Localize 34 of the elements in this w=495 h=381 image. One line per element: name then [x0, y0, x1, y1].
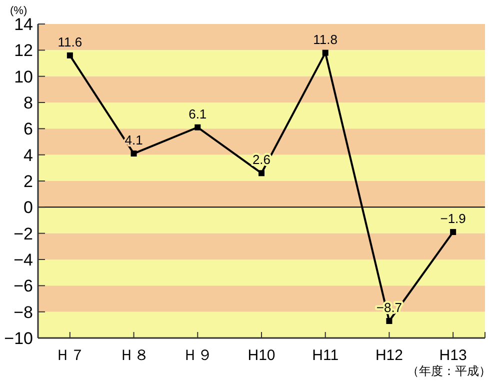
point: [450, 229, 456, 236]
y-tick-label: −6: [14, 276, 33, 296]
y-tick-label: 6: [24, 120, 33, 139]
x-tick-label: H13: [439, 347, 467, 364]
y-axis-title: (%): [10, 5, 28, 17]
x-tick-label: Ｈ８: [118, 347, 149, 364]
y-tick-label: 10: [14, 67, 33, 86]
data-label: −1.9: [440, 211, 466, 226]
x-tick-label: H12: [375, 347, 403, 364]
data-label: 11.8: [313, 32, 338, 47]
x-tick-label: H10: [248, 347, 276, 364]
data-label: 11.6: [58, 34, 82, 50]
point: [194, 124, 201, 130]
y-tick-label: 14: [14, 15, 33, 34]
y-tick-label: 0: [24, 198, 33, 218]
y-tick-label: 4: [24, 146, 33, 165]
point: [66, 52, 73, 58]
y-tick-label: −4: [14, 250, 33, 270]
point: [386, 318, 392, 324]
x-axis-title: （年度：平成）: [407, 364, 491, 378]
x-tick-label: Ｈ７: [54, 347, 85, 364]
data-label: 4.1: [124, 132, 143, 148]
y-tick-label: 12: [14, 41, 33, 60]
point: [322, 50, 328, 56]
x-tick-label: Ｈ９: [182, 347, 213, 364]
y-tick-label: −10: [4, 329, 33, 348]
point: [130, 150, 137, 157]
data-label: 6.1: [188, 106, 207, 122]
y-tick-label: 2: [24, 172, 33, 191]
y-tick-label: −2: [14, 224, 33, 244]
point: [258, 170, 264, 176]
y-tick-label: 8: [24, 94, 33, 112]
y-tick-label: −8: [14, 302, 33, 322]
x-tick-label: H11: [312, 347, 339, 364]
